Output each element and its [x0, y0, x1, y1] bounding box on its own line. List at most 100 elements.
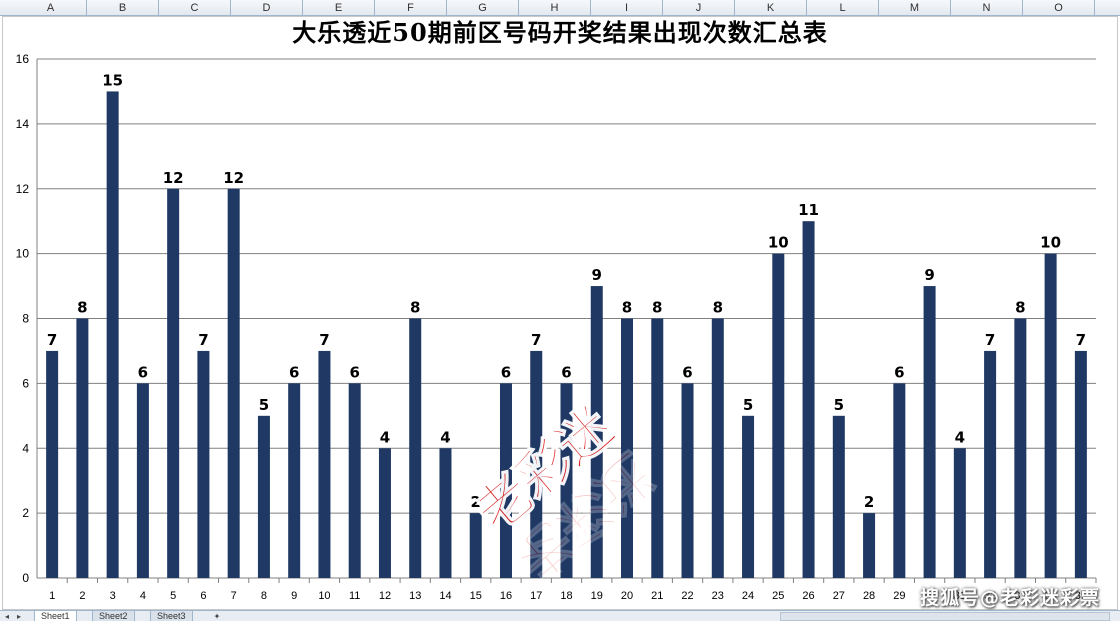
bar — [227, 188, 240, 578]
x-tick-label: 22 — [681, 590, 693, 602]
x-tick-label: 21 — [651, 590, 663, 602]
last-sheet-icon[interactable]: ▸ — [16, 612, 21, 621]
sheet-tab-1[interactable]: Sheet1 — [34, 611, 77, 621]
bar — [1044, 253, 1057, 578]
data-label: 7 — [531, 331, 541, 349]
column-header-e[interactable]: E — [303, 0, 375, 16]
bar — [802, 221, 815, 578]
x-tick-label: 32 — [984, 590, 996, 602]
column-header-j[interactable]: J — [663, 0, 735, 16]
x-tick-label: 25 — [772, 590, 784, 602]
bar — [46, 350, 59, 578]
bar — [1014, 318, 1027, 578]
column-header-l[interactable]: L — [807, 0, 879, 16]
first-sheet-icon[interactable]: ◂ — [4, 612, 9, 621]
y-tick-label: 16 — [16, 52, 30, 66]
bar — [772, 253, 785, 578]
data-label: 6 — [682, 363, 692, 381]
bar — [288, 383, 301, 578]
bar — [197, 350, 210, 578]
sheet-tab-2[interactable]: Sheet2 — [92, 611, 135, 621]
column-header-c[interactable]: C — [159, 0, 231, 16]
column-header-n[interactable]: N — [951, 0, 1023, 16]
data-label: 6 — [349, 363, 359, 381]
y-tick-label: 6 — [22, 376, 29, 390]
bar — [923, 286, 936, 578]
sheet-tab-3[interactable]: Sheet3 — [150, 611, 193, 621]
data-label: 7 — [1076, 331, 1086, 349]
x-tick-label: 16 — [500, 590, 512, 602]
insert-sheet-icon[interactable]: ✦ — [213, 612, 221, 621]
x-tick-label: 11 — [349, 590, 360, 602]
x-tick-label: 26 — [802, 590, 814, 602]
x-tick-label: 6 — [200, 590, 206, 602]
data-label: 10 — [768, 234, 789, 252]
column-header-d[interactable]: D — [231, 0, 303, 16]
data-label: 8 — [622, 299, 632, 317]
bar — [136, 383, 149, 578]
data-label: 15 — [102, 71, 123, 89]
x-tick-label: 2 — [79, 590, 85, 602]
x-tick-label: 17 — [530, 590, 542, 602]
x-tick-label: 8 — [261, 590, 267, 602]
bar — [1074, 350, 1087, 578]
data-label: 7 — [47, 331, 57, 349]
data-label: 4 — [380, 428, 390, 446]
column-header-k[interactable]: K — [735, 0, 807, 16]
data-label: 8 — [410, 299, 420, 317]
x-tick-label: 20 — [621, 590, 633, 602]
data-label: 7 — [198, 331, 208, 349]
data-label: 6 — [501, 363, 511, 381]
bar — [621, 318, 634, 578]
data-label: 8 — [1015, 299, 1025, 317]
x-tick-label: 30 — [923, 590, 935, 602]
bar — [499, 383, 512, 578]
x-tick-label: 4 — [140, 590, 146, 602]
y-tick-label: 8 — [22, 312, 29, 326]
x-tick-label: 14 — [439, 590, 451, 602]
data-label: 5 — [259, 396, 269, 414]
data-label: 11 — [798, 201, 819, 219]
column-header-f[interactable]: F — [375, 0, 447, 16]
data-label: 6 — [138, 363, 148, 381]
y-tick-label: 14 — [16, 117, 30, 131]
bar — [651, 318, 664, 578]
x-tick-label: 35 — [1075, 590, 1087, 602]
x-tick-label: 13 — [409, 590, 421, 602]
bar — [76, 318, 89, 578]
data-label: 6 — [894, 363, 904, 381]
sheet-tab-bar: ◂ ▸ Sheet1 Sheet2 Sheet3 ✦ — [0, 610, 1120, 621]
bar — [439, 448, 452, 578]
column-header-m[interactable]: M — [879, 0, 951, 16]
x-tick-label: 1 — [49, 590, 55, 602]
bar — [893, 383, 906, 578]
data-label: 2 — [864, 493, 874, 511]
y-tick-label: 4 — [22, 441, 29, 455]
x-tick-label: 19 — [591, 590, 603, 602]
y-tick-label: 10 — [16, 247, 30, 261]
watermark: 搜狐号@老彩迷彩票 — [919, 587, 1100, 609]
column-header-h[interactable]: H — [519, 0, 591, 16]
x-tick-label: 24 — [742, 590, 754, 602]
column-header-b[interactable]: B — [87, 0, 159, 16]
data-label: 4 — [440, 428, 450, 446]
data-label: 2 — [471, 493, 481, 511]
horizontal-scrollbar[interactable] — [780, 612, 1110, 621]
y-tick-label: 2 — [22, 506, 29, 520]
data-label: 4 — [955, 428, 965, 446]
bar — [378, 448, 391, 578]
bar — [590, 286, 603, 578]
x-tick-label: 23 — [712, 590, 724, 602]
bar — [953, 448, 966, 578]
data-label: 9 — [592, 266, 602, 284]
column-header-i[interactable]: I — [591, 0, 663, 16]
data-label: 6 — [289, 363, 299, 381]
bar — [106, 91, 119, 578]
bar — [167, 188, 180, 578]
column-header-o[interactable]: O — [1023, 0, 1095, 16]
column-header-g[interactable]: G — [447, 0, 519, 16]
column-header-a[interactable]: A — [15, 0, 87, 16]
